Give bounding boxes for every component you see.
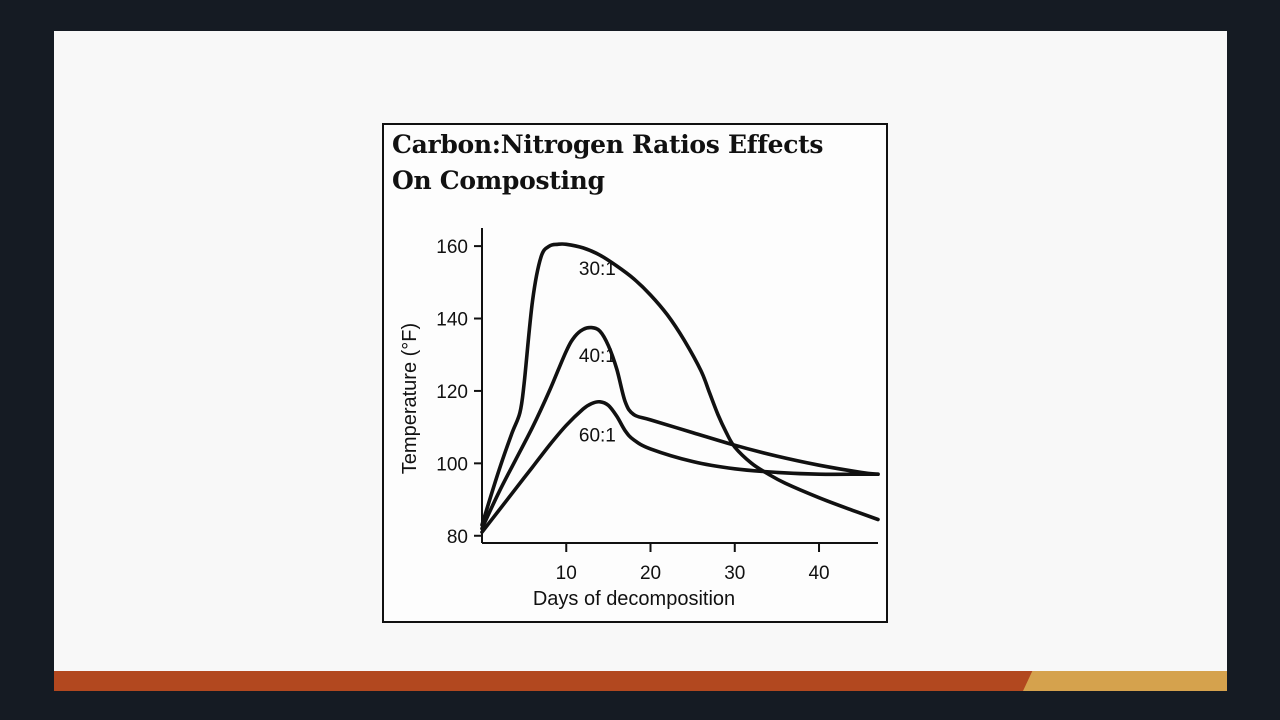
series-label-40-1: 40:1 <box>579 346 616 367</box>
slide: 80 100 120 140 160 10 20 30 40 Days of decomposit… <box>54 31 1227 691</box>
x-tick-label: 20 <box>640 563 661 584</box>
footer-accent-bar <box>54 671 1227 691</box>
series-label-60-1: 60:1 <box>579 426 616 447</box>
y-tick-label: 100 <box>436 454 468 475</box>
y-tick-label: 160 <box>436 237 468 258</box>
series-line-30-1 <box>480 242 880 527</box>
line-chart: 80 100 120 140 160 10 20 30 40 Days of decomposit… <box>399 228 880 610</box>
y-tick-label: 80 <box>447 527 468 548</box>
chart-title: Carbon:Nitrogen Ratios Effects On Compos… <box>392 130 824 195</box>
x-tick-label: 30 <box>724 563 745 584</box>
chart-figure: 80 100 120 140 160 10 20 30 40 Days of decomposit… <box>382 123 888 623</box>
y-tick-label: 140 <box>436 310 468 331</box>
series-line-60-1 <box>480 399 880 534</box>
x-axis-title: Days of decomposition <box>533 588 735 610</box>
y-axis-title: Temperature (°F) <box>399 323 421 474</box>
x-tick-label: 10 <box>556 563 577 584</box>
series-line-40-1 <box>480 325 880 531</box>
x-tick-label: 40 <box>808 563 829 584</box>
y-tick-label: 120 <box>436 382 468 403</box>
series-label-30-1: 30:1 <box>579 259 616 280</box>
footer-accent-stripe <box>1023 671 1227 691</box>
